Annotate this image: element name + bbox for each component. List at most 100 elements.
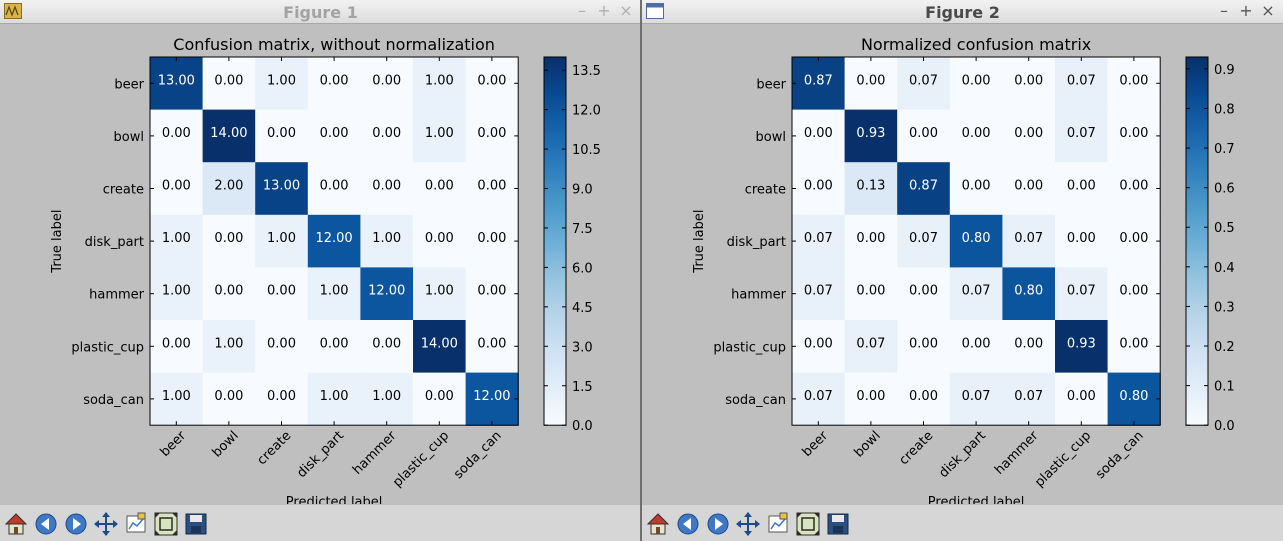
cell-value-label: 14.00 [210, 126, 247, 141]
y-axis-label: True label [692, 210, 707, 274]
cell-value-label: 0.00 [1067, 179, 1096, 194]
matrix-cell [360, 214, 414, 268]
pan-icon [736, 512, 760, 536]
matrix-cell [1055, 57, 1109, 111]
window-app-icon [646, 3, 664, 19]
cell-value-label: 0.00 [477, 179, 506, 194]
matplotlib-app-icon [4, 3, 22, 19]
zoom-icon [796, 512, 820, 536]
cell-value-label: 0.00 [372, 73, 401, 88]
matrix-cell [1055, 320, 1109, 374]
matrix-cell [413, 320, 467, 374]
matrix-cell [360, 109, 414, 163]
matrix-cell [792, 267, 846, 321]
cell-value-label: 0.00 [1119, 231, 1148, 246]
y-tick-label: create [103, 183, 144, 198]
colorbar [1185, 56, 1209, 426]
colorbar-tick-label: 0.0 [572, 419, 593, 434]
cell-value-label: 0.07 [962, 389, 991, 404]
close-icon[interactable]: × [1261, 1, 1275, 20]
matrix-cell [792, 372, 846, 426]
subplots-icon [768, 512, 788, 533]
cell-value-label: 0.00 [425, 179, 454, 194]
chart-title: Normalized confusion matrix [861, 35, 1091, 54]
colorbar-tick-label: 0.9 [1214, 63, 1235, 78]
zoom-button[interactable] [795, 511, 821, 537]
subplots-button[interactable] [123, 511, 149, 537]
zoom-button[interactable] [153, 511, 179, 537]
minimize-icon[interactable]: – [578, 1, 586, 20]
y-tick-label: plastic_cup [713, 340, 786, 355]
matrix-cell [360, 57, 414, 111]
cell-value-label: 1.00 [267, 73, 296, 88]
window-titlebar[interactable]: Figure 1 – + × [0, 0, 641, 24]
subplots-button[interactable] [765, 511, 791, 537]
back-button[interactable] [675, 511, 701, 537]
matrix-cell [413, 214, 467, 268]
minimize-icon[interactable]: – [1220, 1, 1228, 20]
home-button[interactable] [3, 511, 29, 537]
matrix-cell [897, 372, 951, 426]
matrix-cell [360, 372, 414, 426]
matrix-cell [360, 320, 414, 374]
cell-value-label: 0.00 [1119, 126, 1148, 141]
forward-button[interactable] [63, 511, 89, 537]
cell-value-label: 0.07 [962, 284, 991, 299]
cell-value-label: 0.93 [856, 126, 885, 141]
cell-value-label: 1.00 [267, 231, 296, 246]
cell-value-label: 0.07 [1067, 73, 1096, 88]
matrix-cell [413, 162, 467, 216]
cell-value-label: 0.07 [1014, 231, 1043, 246]
colorbar-tick-label: 0.1 [1214, 380, 1235, 395]
y-tick-label: create [745, 183, 786, 198]
cell-value-label: 0.00 [962, 179, 991, 194]
y-tick-label: beer [756, 77, 786, 92]
window-titlebar[interactable]: Figure 2 – + × [642, 0, 1283, 24]
back-icon [677, 513, 699, 535]
colorbar-tick-label: 9.0 [572, 183, 593, 198]
cell-value-label: 0.00 [804, 336, 833, 351]
save-button[interactable] [825, 511, 851, 537]
matrix-cell [150, 267, 204, 321]
cell-value-label: 0.00 [804, 179, 833, 194]
cell-value-label: 14.00 [421, 336, 458, 351]
cell-value-label: 0.00 [1014, 336, 1043, 351]
cell-value-label: 0.00 [372, 126, 401, 141]
matrix-cell [792, 57, 846, 111]
cell-value-label: 0.07 [1067, 126, 1096, 141]
matrix-cell [1002, 267, 1056, 321]
matrix-cell [844, 320, 898, 374]
cell-value-label: 0.00 [962, 126, 991, 141]
pan-button[interactable] [735, 511, 761, 537]
close-icon[interactable]: × [619, 1, 633, 20]
subplots-icon [126, 512, 146, 533]
cell-value-label: 0.00 [320, 336, 349, 351]
cell-value-label: 0.00 [1119, 336, 1148, 351]
forward-button[interactable] [705, 511, 731, 537]
y-tick-label: bowl [114, 130, 144, 145]
back-icon [35, 513, 57, 535]
cell-value-label: 0.07 [856, 336, 885, 351]
window-title: Figure 2 [925, 3, 1000, 22]
home-button[interactable] [645, 511, 671, 537]
cell-value-label: 13.00 [158, 73, 195, 88]
matrix-cell [897, 57, 951, 111]
x-tick-label: soda_can [451, 428, 505, 482]
matrix-cell [307, 372, 361, 426]
chart-title: Confusion matrix, without normalization [173, 35, 495, 54]
save-icon [827, 513, 849, 535]
y-tick-label: bowl [756, 130, 786, 145]
cell-value-label: 0.00 [267, 389, 296, 404]
colorbar-tick-label: 0.3 [1214, 300, 1235, 315]
cell-value-label: 1.00 [372, 389, 401, 404]
x-tick-label: soda_can [1093, 428, 1147, 482]
save-button[interactable] [183, 511, 209, 537]
matrix-cell [202, 109, 256, 163]
back-button[interactable] [33, 511, 59, 537]
cell-value-label: 0.00 [214, 231, 243, 246]
matrix-cell [413, 267, 467, 321]
matrix-cell [792, 109, 846, 163]
maximize-icon[interactable]: + [597, 1, 611, 20]
pan-button[interactable] [93, 511, 119, 537]
maximize-icon[interactable]: + [1239, 1, 1253, 20]
